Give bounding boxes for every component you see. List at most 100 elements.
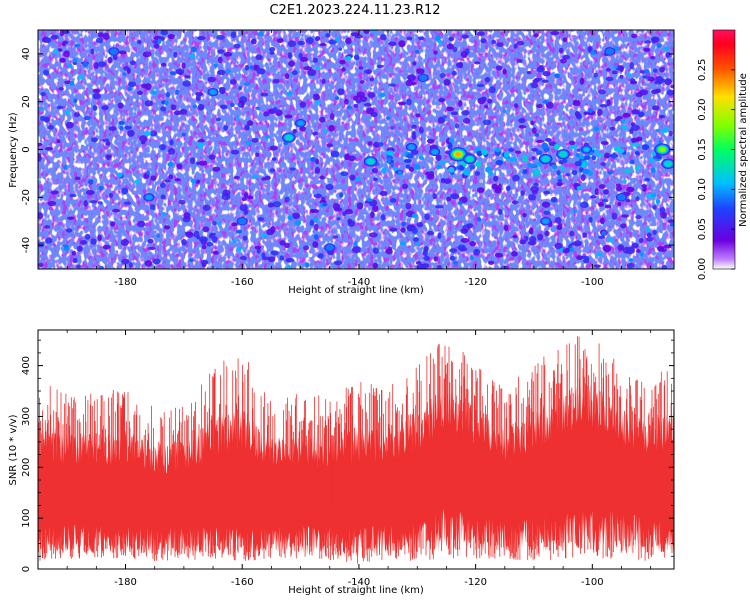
heatmap-background-cell <box>514 150 522 154</box>
heatmap-background-cell <box>319 175 325 180</box>
heatmap-background-cell <box>450 193 460 200</box>
heatmap-cyan-cell <box>63 164 68 170</box>
heatmap-band-cell <box>553 143 560 150</box>
heatmap-background-cell <box>599 217 605 225</box>
heatmap-background-cell <box>435 205 444 209</box>
heatmap-background-cell <box>120 238 130 246</box>
heatmap-background-cell <box>439 72 446 78</box>
heatmap-background-cell <box>443 178 452 184</box>
heatmap-band-cell <box>650 167 656 174</box>
heatmap-background-cell <box>169 139 174 146</box>
heatmap-background-cell <box>542 70 551 77</box>
heatmap-background-cell <box>388 83 397 87</box>
heatmap-background-cell <box>373 141 381 148</box>
snr-y-ticks: 0 100 200 300 400 <box>21 339 674 572</box>
heatmap-cyan-cell <box>315 100 320 106</box>
heatmap-background-cell <box>152 258 161 265</box>
heatmap-background-cell <box>307 69 317 77</box>
heatmap-background-cell <box>45 37 52 44</box>
heatmap-hotspot-peak <box>560 152 567 157</box>
heatmap-band-cell <box>475 161 482 167</box>
heatmap-background-cell <box>261 252 266 258</box>
heatmap-background-cell <box>583 111 589 116</box>
heatmap-background-cell <box>565 173 571 177</box>
heatmap-background-cell <box>631 242 639 249</box>
heatmap-cyan-cell <box>245 140 252 146</box>
heatmap-band-cell <box>569 145 578 149</box>
heatmap-background-cell <box>606 99 611 107</box>
heatmap-hotspot-peak <box>583 147 590 152</box>
heatmap-background-cell <box>651 37 657 44</box>
heatmap-background-cell <box>657 245 665 252</box>
heatmap-cyan-cell <box>175 89 180 95</box>
heatmap-background-cell <box>202 204 211 211</box>
heatmap-band-cell <box>561 158 568 164</box>
heatmap-cyan-cell <box>181 132 186 137</box>
heatmap-cyan-cell <box>452 260 459 266</box>
heatmap-background-cell <box>330 113 335 121</box>
heatmap-background-cell <box>64 80 71 85</box>
heatmap-background-cell <box>588 216 593 223</box>
heatmap-background-cell <box>185 231 194 238</box>
heatmap-background-cell <box>111 208 121 213</box>
heatmap-background-cell <box>406 98 412 106</box>
heatmap-band-cell <box>503 151 510 159</box>
heatmap-background-cell <box>97 201 103 205</box>
heatmap-background-cell <box>505 185 511 192</box>
heatmap-background-cell <box>411 124 417 129</box>
heatmap-background-cell <box>416 222 424 228</box>
heatmap-cyan-cell <box>118 120 125 125</box>
heatmap-background-cell <box>385 248 393 255</box>
heatmap-background-cell <box>489 86 496 94</box>
heatmap-background-cell <box>629 128 634 134</box>
heatmap-background-cell <box>466 223 474 229</box>
heatmap-background-cell <box>598 89 606 95</box>
heatmap-background-cell <box>306 36 314 44</box>
snr-x-tick-label: -180 <box>114 577 137 588</box>
heatmap-background-cell <box>275 109 283 117</box>
colorbar-tick-label: 0.10 <box>697 178 708 200</box>
heatmap-x-tick-label: -160 <box>231 277 254 288</box>
heatmap-cyan-cell <box>448 137 455 143</box>
heatmap-y-tick-label: 20 <box>21 95 32 108</box>
heatmap-background-cell <box>332 235 339 239</box>
heatmap-cyan-cell <box>127 86 132 92</box>
heatmap-background-cell <box>160 106 167 112</box>
heatmap-background-cell <box>208 154 216 160</box>
heatmap-background-cell <box>269 145 278 151</box>
heatmap-cyan-cell <box>225 69 232 74</box>
heatmap-y-tick-label: 40 <box>21 48 32 61</box>
snr-y-tick-label: 400 <box>21 356 32 375</box>
heatmap-background-cell <box>65 121 74 129</box>
heatmap-background-cell <box>663 244 672 249</box>
heatmap-background-cell <box>554 216 562 224</box>
heatmap-background-cell <box>571 169 578 176</box>
heatmap-band-cell <box>575 152 580 158</box>
heatmap-hotspot-peak <box>542 218 549 224</box>
heatmap-cyan-cell <box>197 142 204 148</box>
heatmap-background-cell <box>255 152 260 157</box>
heatmap-background-cell <box>524 235 529 242</box>
heatmap-background-cell <box>601 199 609 203</box>
heatmap-background-cell <box>462 117 471 124</box>
heatmap-cyan-cell <box>572 209 577 213</box>
heatmap-cyan-cell <box>385 116 391 120</box>
heatmap-background-cell <box>269 168 276 173</box>
heatmap-background-cell <box>520 190 525 196</box>
heatmap-background-cell <box>448 36 455 42</box>
heatmap-cyan-cell <box>401 221 407 227</box>
heatmap-background-cell <box>74 176 81 181</box>
heatmap-background-cell <box>263 111 270 117</box>
heatmap-background-cell <box>476 31 485 36</box>
heatmap-background-cell <box>405 202 412 210</box>
heatmap-background-cell <box>144 260 153 267</box>
heatmap-background-cell <box>603 189 609 195</box>
heatmap-background-cell <box>534 77 543 82</box>
heatmap-background-cell <box>572 101 581 106</box>
heatmap-background-cell <box>603 152 611 159</box>
heatmap-background-cell <box>139 135 148 143</box>
heatmap-background-cell <box>347 218 353 225</box>
heatmap-background-cell <box>38 241 45 248</box>
heatmap-background-cell <box>626 247 635 255</box>
